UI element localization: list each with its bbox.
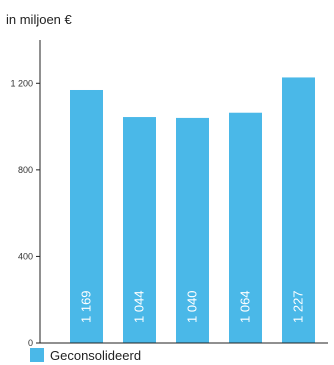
value-labels: 1 169 1 044 1 040 1 064 1 227: [79, 290, 306, 323]
legend-swatch: [30, 348, 44, 362]
bar: [229, 112, 262, 343]
unit-label: in miljoen €: [6, 12, 73, 27]
bar-value-label: 1 227: [291, 290, 306, 323]
legend-label: Geconsolideerd: [50, 348, 141, 363]
y-tick-label: 400: [18, 251, 33, 261]
bar-value-label: 1 064: [238, 290, 253, 323]
y-tick-label: 800: [18, 165, 33, 175]
y-tick-label: 1 200: [10, 78, 33, 88]
bar: [176, 117, 209, 344]
bar-value-label: 1 169: [79, 290, 94, 323]
bar: [282, 77, 315, 344]
bar-value-label: 1 044: [132, 290, 147, 323]
bars: [70, 77, 315, 344]
bar: [123, 117, 156, 343]
legend: Geconsolideerd: [30, 348, 141, 363]
bar: [70, 89, 103, 344]
y-axis-ticks: 0 400 800 1 200: [10, 78, 40, 348]
bar-value-label: 1 040: [185, 290, 200, 323]
y-tick-label: 0: [28, 338, 33, 348]
